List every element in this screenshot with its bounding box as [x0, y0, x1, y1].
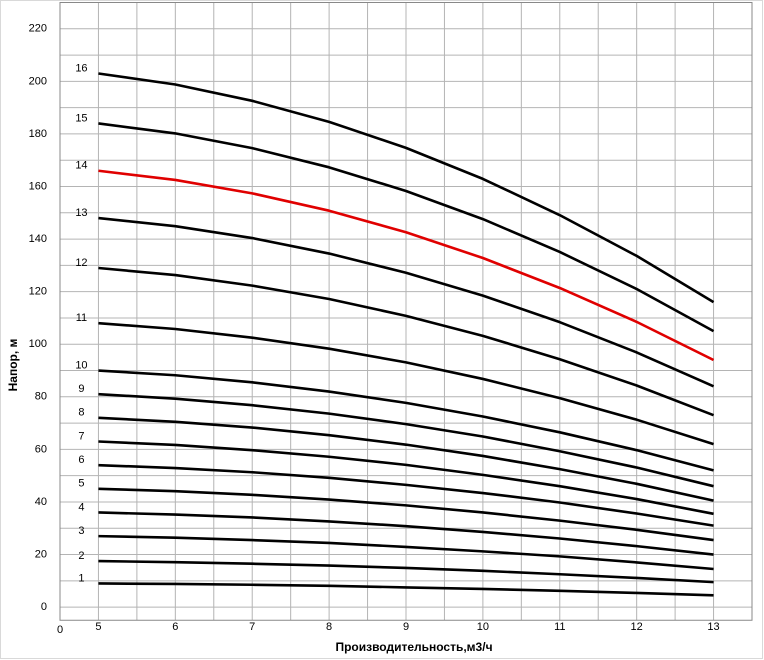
x-tick-label: 9 — [403, 621, 409, 633]
y-tick-label: 220 — [29, 23, 47, 35]
curve-label: 1 — [78, 572, 84, 584]
pump-curve — [98, 559, 714, 584]
x-tick-label: 5 — [95, 621, 101, 633]
x-tick-label: 13 — [707, 621, 719, 633]
curve-label: 3 — [78, 525, 84, 537]
pump-curve — [98, 72, 715, 304]
y-tick-label: 100 — [29, 338, 47, 350]
x-tick-label: 12 — [631, 621, 643, 633]
x-axis-title: Производительность,м3/ч — [335, 640, 492, 654]
y-axis-title: Напор, м — [6, 338, 20, 391]
curve-label: 16 — [75, 62, 87, 74]
pump-curve — [98, 511, 714, 556]
curve-label: 15 — [75, 112, 87, 124]
curve-label: 10 — [75, 359, 87, 371]
x-tick-label: 7 — [249, 621, 255, 633]
y-tick-label: 160 — [29, 180, 47, 192]
pump-curve — [98, 122, 715, 333]
pump-curve — [98, 440, 714, 516]
y-tick-label: 40 — [35, 496, 47, 508]
pump-curve — [98, 582, 714, 597]
y-tick-label: 120 — [29, 286, 47, 298]
pump-curve — [98, 321, 714, 446]
pump-curve — [98, 369, 714, 472]
y-tick-label: 180 — [29, 128, 47, 140]
plot-frame — [59, 2, 753, 621]
y-tick-label: 20 — [35, 548, 47, 560]
pump-curve — [98, 534, 714, 571]
y-tick-label: 60 — [35, 443, 47, 455]
curve-label: 4 — [78, 501, 84, 513]
pump-curve — [98, 487, 714, 542]
curve-label: 14 — [75, 160, 87, 172]
pump-curve — [98, 266, 715, 417]
pump-curve — [98, 216, 715, 388]
x-tick-label: 11 — [554, 621, 565, 633]
origin-label: 0 — [57, 624, 63, 636]
curve-label: 6 — [78, 454, 84, 466]
curve-label: 9 — [78, 383, 84, 395]
y-tick-label: 80 — [35, 391, 47, 403]
x-tick-label: 10 — [477, 621, 489, 633]
curve-label: 2 — [78, 550, 84, 562]
curve-label: 5 — [78, 478, 84, 490]
x-tick-label: 8 — [326, 621, 332, 633]
curve-label: 11 — [76, 312, 87, 324]
x-tick-label: 6 — [172, 621, 178, 633]
curve-label: 13 — [75, 207, 87, 219]
curve-label: 8 — [78, 407, 84, 419]
curve-label: 7 — [78, 430, 84, 442]
pump-curve — [98, 392, 714, 488]
y-tick-label: 0 — [41, 601, 47, 613]
pump-curve — [98, 169, 715, 362]
y-tick-label: 140 — [29, 233, 47, 245]
y-tick-label: 200 — [29, 75, 47, 87]
curve-label: 12 — [75, 257, 87, 269]
pump-curve — [98, 416, 714, 502]
pump-curve — [98, 463, 714, 527]
